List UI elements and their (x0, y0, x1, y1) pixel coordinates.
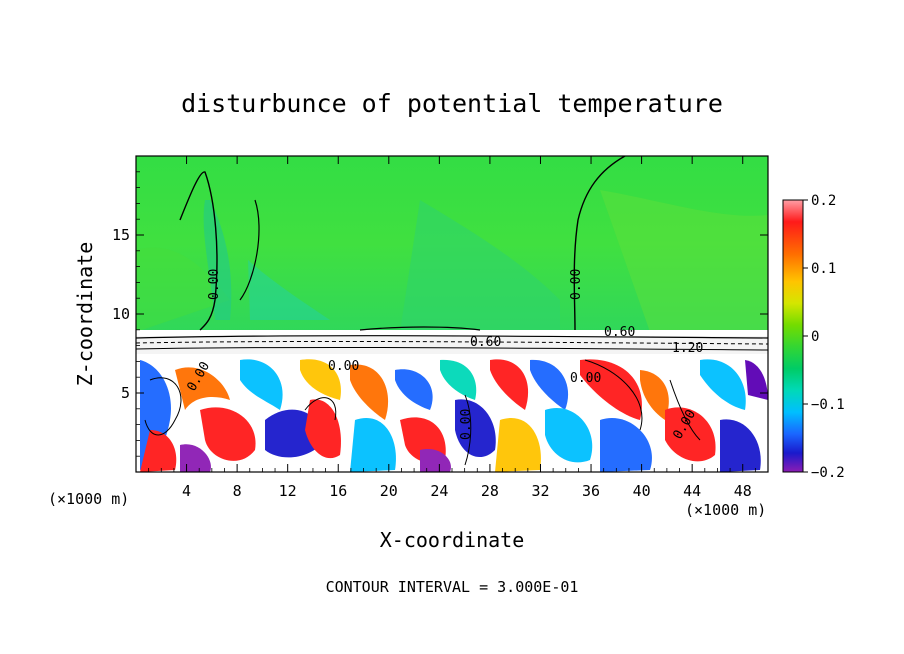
contour-label: 0.00 (570, 371, 601, 386)
x-tick-label: 28 (481, 482, 499, 500)
chart-title: disturbunce of potential temperature (181, 89, 723, 118)
contour-interval-footer: CONTOUR INTERVAL = 3.000E-01 (326, 578, 579, 596)
colorbar-tick-label: 0.2 (811, 193, 836, 209)
x-unit-right: (×1000 m) (685, 501, 766, 519)
y-tick-label: 10 (112, 305, 130, 323)
x-tick-label: 20 (380, 482, 398, 500)
y-tick-label: 5 (121, 384, 130, 402)
y-axis-label: Z-coordinate (73, 242, 97, 387)
x-tick-label: 12 (279, 482, 297, 500)
colorbar-tick-label: −0.2 (811, 465, 845, 481)
x-tick-label: 16 (329, 482, 347, 500)
x-tick-label: 8 (233, 482, 242, 500)
x-axis-label: X-coordinate (380, 528, 525, 552)
contour-label: 0.00 (569, 269, 584, 300)
heatmap-field: 0.00 0.00 0.00 0.00 0.60 1.20 0.60 0.00 … (136, 156, 768, 472)
contour-label: 0.60 (470, 335, 501, 350)
contour-label: 0.60 (604, 325, 635, 340)
contour-label: 0.00 (459, 409, 474, 440)
x-tick-label: 24 (430, 482, 448, 500)
x-tick-label: 48 (734, 482, 752, 500)
y-axis: 5 10 15 (112, 171, 768, 457)
colorbar-ticks: 0.2 0.1 0 −0.1 −0.2 (803, 193, 845, 481)
contour-label: 0.00 (207, 269, 222, 300)
x-tick-label: 4 (182, 482, 191, 500)
colorbar-tick-label: −0.1 (811, 397, 845, 413)
x-tick-label: 32 (531, 482, 549, 500)
contour-label: 0.00 (328, 359, 359, 374)
x-axis: 4 8 12 16 20 24 28 32 36 40 44 48 (148, 156, 756, 500)
x-unit-left: (×1000 m) (48, 490, 129, 508)
x-tick-label: 44 (683, 482, 701, 500)
x-tick-label: 36 (582, 482, 600, 500)
colorbar-tick-label: 0.1 (811, 261, 836, 277)
x-tick-label: 40 (633, 482, 651, 500)
colorbar (782, 199, 804, 473)
colorbar-tick-label: 0 (811, 329, 819, 345)
contour-label: 1.20 (672, 341, 703, 356)
y-tick-label: 15 (112, 226, 130, 244)
